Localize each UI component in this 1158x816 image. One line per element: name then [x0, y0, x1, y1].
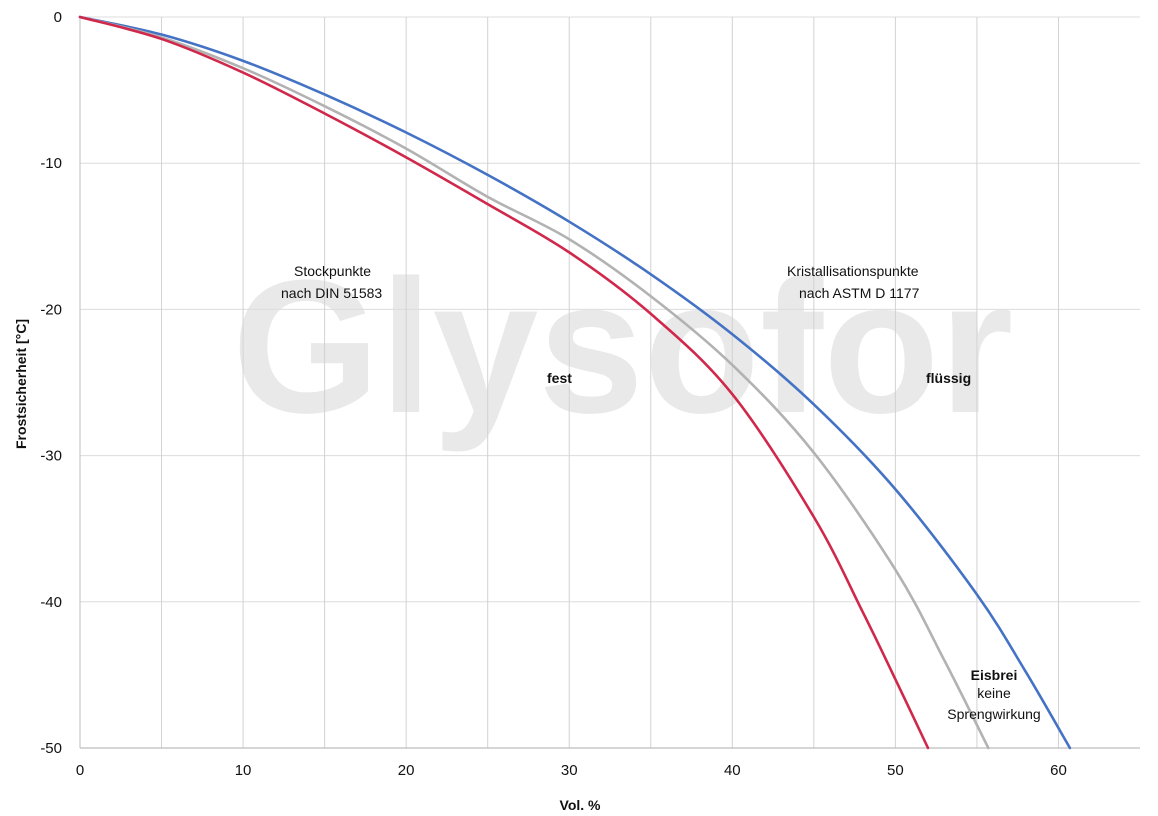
y-tick-label: -10 — [40, 155, 62, 172]
annotation-kristall-line2: nach ASTM D 1177 — [799, 285, 920, 301]
x-tick-label: 10 — [235, 762, 252, 779]
annotation-keine: keine — [977, 685, 1011, 701]
x-axis-title: Vol. % — [560, 797, 602, 813]
y-tick-label: -30 — [40, 448, 62, 465]
series-line-1 — [78, 15, 1072, 750]
annotation-kristall-line1: Kristallisationspunkte — [787, 263, 919, 279]
series-line-2 — [78, 15, 990, 750]
annotation-sprengwirkung: Sprengwirkung — [947, 706, 1040, 722]
y-tick-label: -50 — [40, 740, 62, 757]
annotation-stockpunkte-line1: Stockpunkte — [294, 263, 371, 279]
x-tick-label: 0 — [76, 762, 84, 779]
x-tick-label: 50 — [887, 762, 904, 779]
annotation-fest: fest — [547, 370, 572, 386]
series-layer — [78, 15, 1072, 750]
grid-layer — [80, 16, 1140, 748]
y-axis-title: Frostsicherheit [°C] — [13, 319, 29, 449]
axis-layer — [79, 17, 1140, 749]
y-tick-label: 0 — [54, 9, 62, 26]
x-tick-label: 20 — [398, 762, 415, 779]
x-tick-label: 30 — [561, 762, 578, 779]
tick-layer: 0 10 20 30 40 50 60 0 -10 -20 -30 -40 -50 — [40, 9, 1066, 779]
annotation-eisbrei: Eisbrei — [971, 667, 1018, 683]
y-tick-label: -20 — [40, 301, 62, 318]
y-tick-label: -40 — [40, 594, 62, 611]
x-tick-label: 40 — [724, 762, 741, 779]
x-tick-label: 60 — [1050, 762, 1067, 779]
series-line-3 — [78, 15, 930, 750]
annotation-stockpunkte-line2: nach DIN 51583 — [281, 285, 382, 301]
annotation-fluessig: flüssig — [926, 370, 971, 386]
